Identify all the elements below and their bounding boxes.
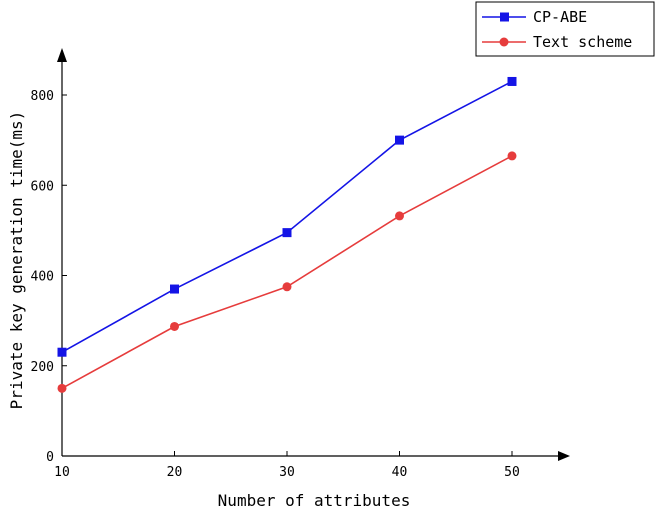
data-point xyxy=(282,282,292,292)
y-tick-label: 200 xyxy=(31,360,54,375)
legend-box xyxy=(475,1,655,57)
legend-label: Text scheme xyxy=(533,33,632,51)
x-axis-title: Number of attributes xyxy=(218,491,411,510)
legend-marker xyxy=(500,12,509,22)
data-point xyxy=(507,151,517,161)
legend-marker xyxy=(499,37,509,47)
x-tick-label: 30 xyxy=(279,465,295,480)
y-tick-label: 400 xyxy=(31,270,54,285)
data-point xyxy=(507,76,517,86)
x-tick-label: 20 xyxy=(167,465,183,480)
legend-label: CP-ABE xyxy=(533,8,587,26)
series-line-2 xyxy=(61,155,513,390)
x-tick-label: 50 xyxy=(504,465,520,480)
data-point xyxy=(282,228,292,238)
data-point xyxy=(57,383,67,393)
data-point xyxy=(395,135,404,145)
x-tick-label: 40 xyxy=(392,465,408,480)
data-point xyxy=(395,211,404,221)
y-ticks: 0 200 400 600 800 xyxy=(31,89,67,465)
x-axis-arrow xyxy=(558,451,570,461)
y-axis-arrow xyxy=(57,48,67,62)
data-point xyxy=(57,347,67,357)
series-line-1 xyxy=(61,80,513,353)
y-axis-title: Private key generation time(ms) xyxy=(7,111,26,410)
x-ticks: 10 20 30 40 50 xyxy=(54,451,520,480)
series-layer xyxy=(57,76,517,393)
x-tick-label: 10 xyxy=(54,465,70,480)
data-point xyxy=(170,321,179,331)
legend: CP-ABE Text scheme xyxy=(475,1,655,57)
y-tick-label: 0 xyxy=(46,450,54,465)
data-point xyxy=(170,284,179,294)
y-tick-label: 800 xyxy=(31,89,54,104)
y-tick-label: 600 xyxy=(31,179,54,194)
